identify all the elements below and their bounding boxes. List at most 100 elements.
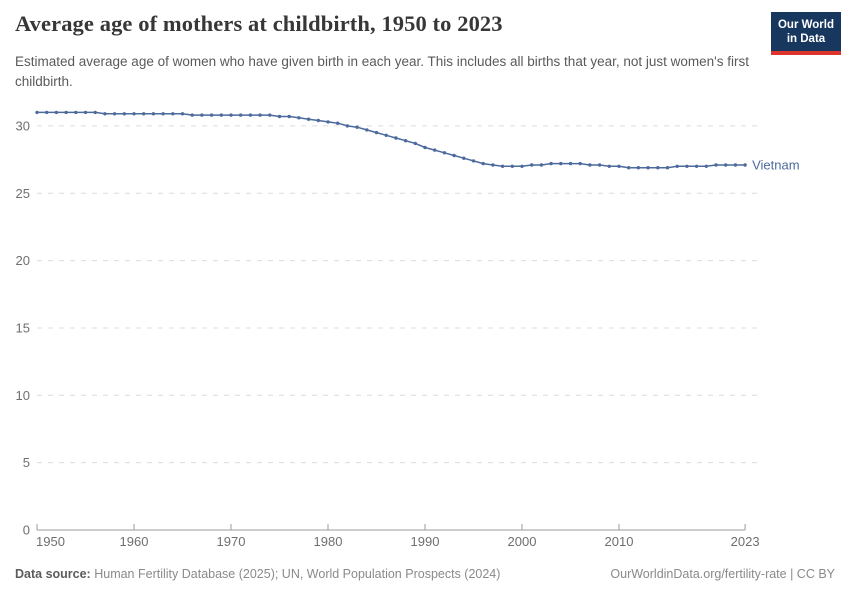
data-point[interactable] bbox=[743, 163, 747, 167]
data-point[interactable] bbox=[190, 113, 194, 117]
x-tick-label-2023: 2023 bbox=[731, 534, 760, 549]
data-point[interactable] bbox=[219, 113, 223, 117]
data-point[interactable] bbox=[365, 128, 369, 132]
data-point[interactable] bbox=[471, 159, 476, 163]
data-source-note: Data source: Human Fertility Database (2… bbox=[15, 567, 500, 581]
y-tick-label-10: 10 bbox=[16, 388, 30, 403]
data-point[interactable] bbox=[287, 114, 291, 119]
data-point[interactable] bbox=[549, 161, 553, 166]
data-point[interactable] bbox=[413, 141, 417, 146]
data-point[interactable] bbox=[83, 110, 88, 115]
footer-citation-link[interactable]: OurWorldinData.org/fertility-rate | CC B… bbox=[610, 567, 835, 581]
series-line-vietnam[interactable] bbox=[36, 111, 746, 169]
y-tick-label-30: 30 bbox=[16, 118, 30, 133]
data-point[interactable] bbox=[442, 151, 447, 155]
data-point[interactable] bbox=[336, 121, 340, 125]
data-point[interactable] bbox=[675, 164, 679, 168]
line-chart-canvas: 0 5 10 15 20 25 30 1950 1960 1970 1980 1990 2000 2010… bbox=[16, 110, 800, 549]
data-point[interactable] bbox=[316, 118, 320, 123]
data-point[interactable] bbox=[578, 161, 582, 166]
data-point[interactable] bbox=[355, 125, 359, 129]
x-tick-label-1960: 1960 bbox=[120, 534, 149, 549]
data-point[interactable] bbox=[326, 120, 330, 124]
y-tick-label-20: 20 bbox=[16, 253, 30, 268]
data-point[interactable] bbox=[520, 164, 524, 168]
data-point[interactable] bbox=[627, 166, 631, 170]
y-tick-label-0: 0 bbox=[23, 523, 30, 538]
data-point[interactable] bbox=[733, 163, 738, 167]
data-point[interactable] bbox=[161, 112, 165, 116]
data-point[interactable] bbox=[103, 112, 107, 116]
data-point[interactable] bbox=[530, 163, 534, 167]
data-point[interactable] bbox=[180, 112, 185, 116]
data-point[interactable] bbox=[646, 166, 650, 170]
data-point[interactable] bbox=[45, 110, 49, 115]
data-point[interactable] bbox=[239, 113, 243, 117]
data-point[interactable] bbox=[171, 112, 175, 116]
data-point[interactable] bbox=[277, 114, 282, 119]
data-point[interactable] bbox=[112, 112, 117, 116]
data-point[interactable] bbox=[306, 117, 311, 121]
x-tick-label-1950: 1950 bbox=[36, 534, 65, 549]
data-point[interactable] bbox=[374, 130, 379, 135]
data-point[interactable] bbox=[54, 110, 59, 115]
data-point[interactable] bbox=[268, 113, 272, 117]
data-point[interactable] bbox=[665, 166, 670, 170]
data-point[interactable] bbox=[539, 163, 544, 167]
data-source-label: Data source: bbox=[15, 567, 91, 581]
data-point[interactable] bbox=[724, 163, 728, 167]
data-point[interactable] bbox=[617, 164, 621, 168]
x-tick-label-2000: 2000 bbox=[508, 534, 537, 549]
data-point[interactable] bbox=[636, 166, 641, 170]
data-point[interactable] bbox=[500, 164, 505, 168]
y-tick-label-25: 25 bbox=[16, 186, 30, 201]
data-point[interactable] bbox=[403, 139, 408, 143]
data-point[interactable] bbox=[248, 113, 253, 117]
owid-logo-line2: in Data bbox=[786, 33, 826, 46]
data-point[interactable] bbox=[200, 113, 204, 117]
chart-footer: Data source: Human Fertility Database (2… bbox=[15, 567, 835, 581]
data-source-text: Human Fertility Database (2025); UN, Wor… bbox=[94, 567, 501, 581]
data-point[interactable] bbox=[510, 164, 514, 168]
y-tick-label-15: 15 bbox=[16, 320, 30, 335]
data-point[interactable] bbox=[122, 112, 127, 116]
data-point[interactable] bbox=[132, 112, 136, 116]
data-point[interactable] bbox=[35, 110, 39, 115]
data-point[interactable] bbox=[64, 110, 68, 115]
data-point[interactable] bbox=[656, 166, 660, 170]
data-point[interactable] bbox=[209, 113, 214, 117]
data-point[interactable] bbox=[559, 161, 563, 166]
data-point[interactable] bbox=[714, 163, 718, 167]
x-tick-label-2010: 2010 bbox=[605, 534, 634, 549]
data-point[interactable] bbox=[694, 164, 699, 168]
data-point[interactable] bbox=[462, 156, 466, 160]
chart-title: Average age of mothers at childbirth, 19… bbox=[15, 11, 503, 36]
data-point[interactable] bbox=[74, 110, 78, 115]
data-point[interactable] bbox=[704, 164, 708, 168]
data-point[interactable] bbox=[384, 133, 388, 137]
x-tick-label-1970: 1970 bbox=[217, 534, 246, 549]
data-point[interactable] bbox=[491, 163, 495, 167]
data-point[interactable] bbox=[597, 163, 602, 167]
data-point[interactable] bbox=[345, 124, 350, 128]
entity-label-vietnam[interactable]: Vietnam bbox=[752, 157, 799, 172]
data-point[interactable] bbox=[433, 148, 437, 152]
data-point[interactable] bbox=[685, 164, 689, 168]
data-point[interactable] bbox=[452, 153, 456, 158]
data-point[interactable] bbox=[297, 116, 301, 120]
data-point[interactable] bbox=[229, 113, 233, 117]
data-point[interactable] bbox=[151, 112, 156, 116]
chart-subtitle: Estimated average age of women who have … bbox=[15, 54, 749, 90]
data-point[interactable] bbox=[423, 145, 427, 150]
data-point[interactable] bbox=[568, 161, 573, 166]
data-point[interactable] bbox=[588, 163, 592, 167]
x-tick-label-1980: 1980 bbox=[314, 534, 343, 549]
data-point[interactable] bbox=[607, 164, 611, 168]
data-point[interactable] bbox=[142, 112, 146, 116]
data-point[interactable] bbox=[258, 113, 262, 117]
data-point[interactable] bbox=[481, 161, 485, 166]
data-point[interactable] bbox=[394, 136, 398, 140]
owid-logo: Our World in Data bbox=[771, 12, 841, 56]
data-point[interactable] bbox=[93, 110, 97, 115]
